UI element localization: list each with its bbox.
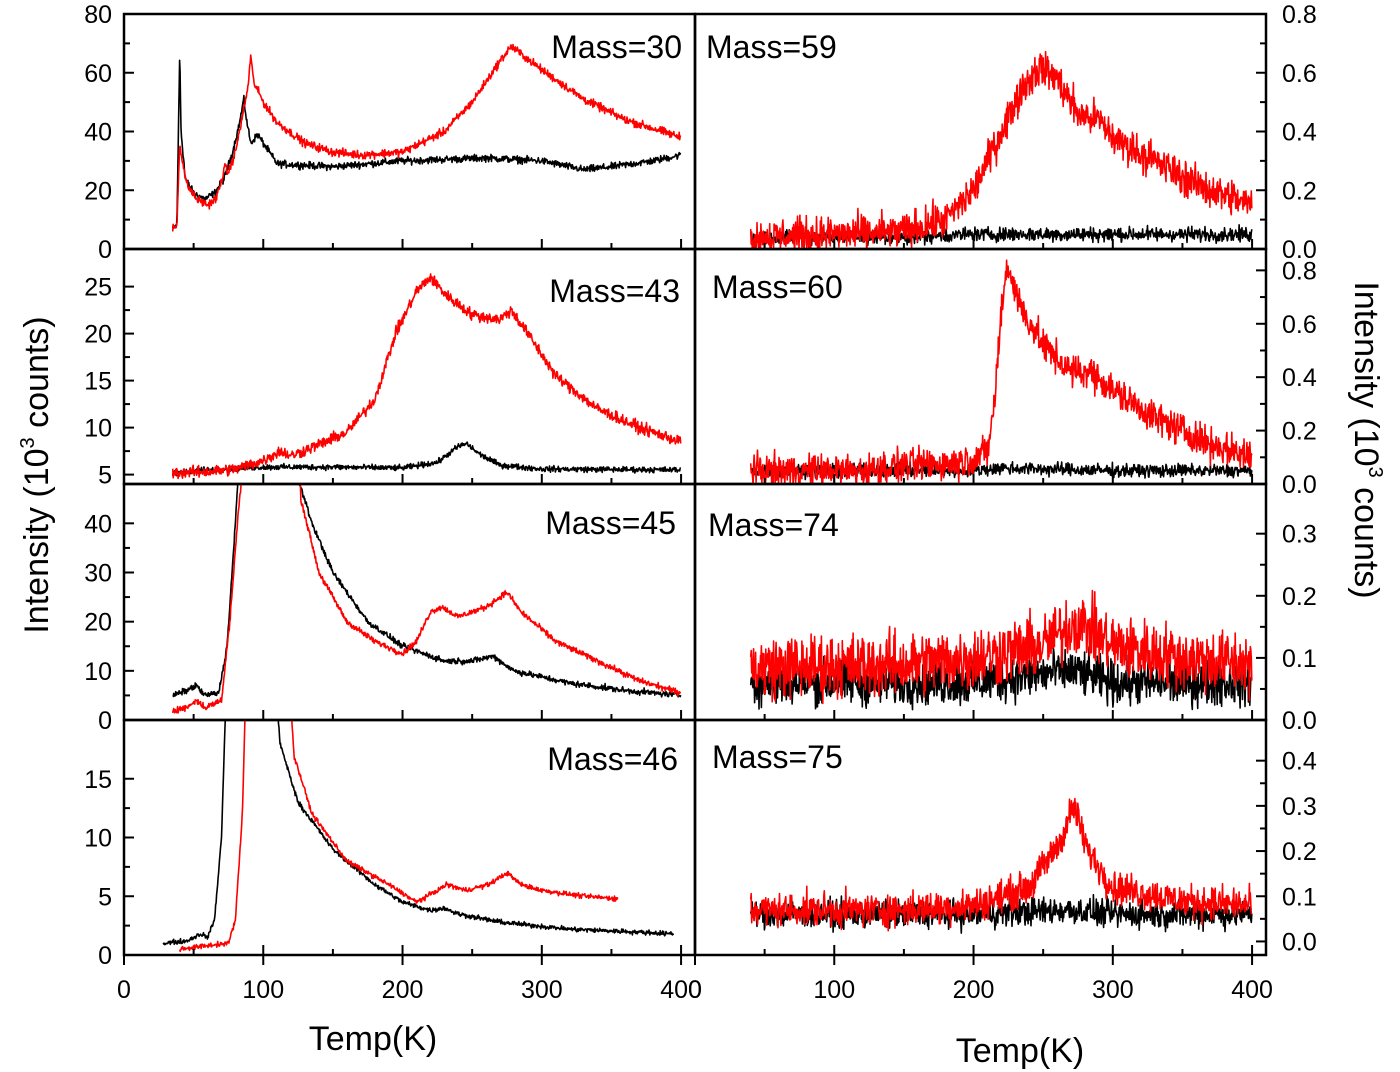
y-tick-label: 25 xyxy=(84,274,112,302)
panel-frame xyxy=(693,718,1268,957)
right-y-axis-title-end: counts) xyxy=(1347,478,1385,599)
right-y-axis-title-sup: 3 xyxy=(1364,467,1386,478)
left-y-axis-title-sup: 3 xyxy=(17,437,39,448)
y-tick-label: 0.6 xyxy=(1282,60,1317,88)
y-tick-label: 0 xyxy=(98,236,112,264)
y-tick-label: 0.3 xyxy=(1282,793,1317,821)
panel-label: Mass=45 xyxy=(545,505,676,541)
series-black-left-0 xyxy=(171,59,682,229)
panel-right-2: 0.0 0.1 0.2 0.3 Mass=74 xyxy=(693,482,1317,735)
x-tick-label: 0 xyxy=(117,976,131,1004)
y-tick-label: 60 xyxy=(84,60,112,88)
y-tick-label: 0.1 xyxy=(1282,883,1317,911)
y-tick-label: 80 xyxy=(84,1,112,29)
y-tick-label: 10 xyxy=(84,415,112,443)
x-tick-label: 100 xyxy=(813,976,855,1004)
series-red-left-1 xyxy=(171,273,682,480)
y-tick-label: 0.0 xyxy=(1282,471,1317,499)
left-y-axis-title-end: counts) xyxy=(18,316,56,437)
panel-label: Mass=59 xyxy=(706,29,837,65)
series-red-left-0 xyxy=(171,43,682,232)
panel-label: Mass=60 xyxy=(712,269,843,305)
y-tick-label: 0.0 xyxy=(1282,707,1317,735)
y-tick-label: 0.8 xyxy=(1282,257,1317,285)
panel-left-3: 0 5 10 15 0 100 200 300 400 Mass=46 xyxy=(84,718,702,1004)
y-tick-label: 0.2 xyxy=(1282,583,1317,611)
y-tick-label: 0.6 xyxy=(1282,311,1317,339)
y-tick-label: 0.4 xyxy=(1282,364,1317,392)
panel-label: Mass=46 xyxy=(547,741,678,777)
x-tick-label: 300 xyxy=(521,976,563,1004)
series-black-left-2 xyxy=(172,484,682,698)
panel-right-3: 0.0 0.1 0.2 0.3 0.4 0 100 200 300 400 Mass=75 xyxy=(688,718,1317,1004)
x-tick-label: 0 xyxy=(688,976,702,1004)
series-red-right-2 xyxy=(749,589,1253,705)
x-tick-label: 400 xyxy=(1231,976,1273,1004)
y-tick-label: 5 xyxy=(98,883,112,911)
panel-label: Mass=30 xyxy=(551,29,682,65)
series-black-left-1 xyxy=(171,441,681,477)
series-black-right-1 xyxy=(750,461,1253,481)
y-tick-label: 0.8 xyxy=(1282,1,1317,29)
panel-left-2: 0 10 20 30 40 Mass=45 xyxy=(84,482,697,735)
panel-right-1: 0.0 0.2 0.4 0.6 0.8 Mass=60 xyxy=(693,247,1317,499)
y-tick-label: 0.2 xyxy=(1282,838,1317,866)
y-tick-label: 40 xyxy=(84,510,112,538)
y-tick-label: 0.0 xyxy=(1282,236,1317,264)
panel-right-0: 0.0 0.2 0.4 0.6 0.8 Mass=59 xyxy=(693,1,1317,264)
x-tick-label: 400 xyxy=(660,976,702,1004)
right-x-axis-title: Temp(K) xyxy=(956,1032,1084,1070)
panel-label: Mass=75 xyxy=(712,739,843,775)
y-tick-label: 30 xyxy=(84,560,112,588)
left-y-axis-title-main: Intensity (10 xyxy=(18,448,56,633)
x-tick-label: 200 xyxy=(953,976,995,1004)
left-y-axis-title: Intensity (103 counts) xyxy=(17,316,56,633)
y-tick-label: 20 xyxy=(84,177,112,205)
left-x-axis-title: Temp(K) xyxy=(309,1020,437,1058)
x-tick-label: 300 xyxy=(1092,976,1134,1004)
y-tick-label: 0.0 xyxy=(1282,928,1317,956)
y-tick-label: 0.2 xyxy=(1282,418,1317,446)
y-tick-label: 0 xyxy=(98,707,112,735)
y-tick-label: 40 xyxy=(84,119,112,147)
panel-left-1: 5 10 15 20 25 Mass=43 xyxy=(84,247,697,490)
y-tick-label: 0 xyxy=(98,942,112,970)
y-tick-label: 0.2 xyxy=(1282,177,1317,205)
y-tick-label: 10 xyxy=(84,825,112,853)
x-tick-label: 100 xyxy=(242,976,284,1004)
y-tick-label: 0.3 xyxy=(1282,521,1317,549)
series-black-left-3 xyxy=(162,720,675,946)
series-red-right-3 xyxy=(749,797,1253,932)
y-tick-label: 0.4 xyxy=(1282,748,1317,776)
y-tick-label: 0.1 xyxy=(1282,645,1317,673)
y-tick-label: 0.4 xyxy=(1282,119,1317,147)
right-y-axis-title-main: Intensity (10 xyxy=(1347,281,1385,466)
y-tick-label: 5 xyxy=(98,462,112,490)
y-tick-label: 15 xyxy=(84,368,112,396)
x-tick-label: 200 xyxy=(382,976,424,1004)
panels: 0 20 40 60 80 Mass=30 5 10 15 20 25 Mass=43 0 10 20 30 4… xyxy=(84,1,1317,1004)
y-tick-label: 20 xyxy=(84,321,112,349)
panel-label: Mass=43 xyxy=(549,273,680,309)
series-red-left-3 xyxy=(178,720,619,953)
panel-label: Mass=74 xyxy=(708,507,839,543)
right-y-axis-title: Intensity (103 counts) xyxy=(1347,281,1386,598)
y-tick-label: 15 xyxy=(84,766,112,794)
series-red-right-0 xyxy=(749,50,1253,249)
y-tick-label: 20 xyxy=(84,609,112,637)
y-tick-label: 10 xyxy=(84,658,112,686)
series-red-left-2 xyxy=(171,484,682,714)
panel-left-0: 0 20 40 60 80 Mass=30 xyxy=(84,1,697,264)
